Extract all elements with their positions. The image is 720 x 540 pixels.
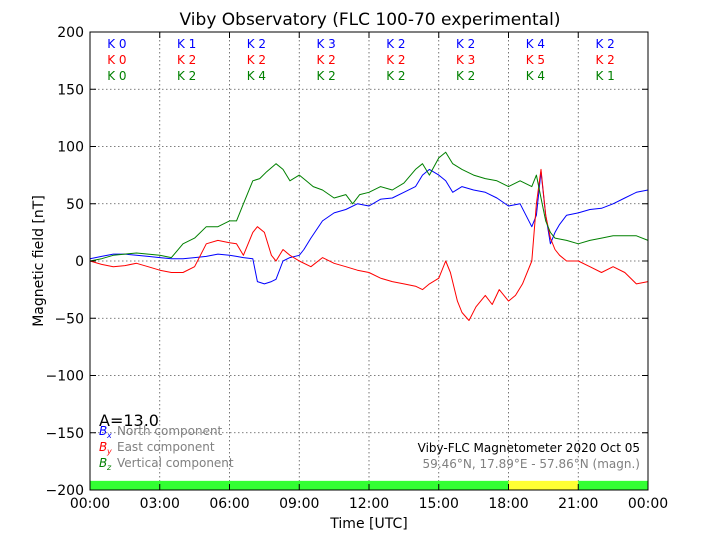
y-tick-label: 0 — [75, 254, 84, 270]
activity-segment — [508, 480, 579, 490]
series-lines — [89, 151, 649, 321]
y-tick-label: −100 — [46, 369, 84, 385]
k-index-value: K 2 — [316, 53, 335, 67]
k-index-value: K 3 — [316, 37, 335, 51]
k-index-value: K 0 — [107, 37, 126, 51]
series-line-x — [89, 168, 649, 285]
legend-symbol: B — [99, 456, 107, 470]
legend-subscript: y — [106, 447, 112, 456]
k-index-value: K 4 — [247, 69, 266, 83]
k-index-table: K 0 K 1 K 2 K 3 K 2 K 2 K 4 K 2 K 0 K 2 K 2 K 2 K 2 K… — [107, 37, 615, 83]
k-index-value: K 1 — [177, 37, 196, 51]
k-index-value: K 2 — [595, 37, 614, 51]
grid-lines — [90, 32, 648, 490]
y-tick-label: −150 — [46, 426, 84, 442]
legend-subscript: z — [106, 463, 112, 472]
k-index-value: K 0 — [107, 69, 126, 83]
k-index-value: K 2 — [247, 53, 266, 67]
k-index-value: K 3 — [456, 53, 475, 67]
y-tick-label: 200 — [57, 25, 84, 41]
series-line-y — [89, 168, 649, 321]
magnetometer-label: Viby-FLC Magnetometer 2020 Oct 05 — [418, 441, 640, 455]
x-tick-label: 21:00 — [558, 496, 598, 512]
x-tick-label: 09:00 — [279, 496, 319, 512]
y-tick-label: 100 — [57, 140, 84, 156]
axis-ticks: 00:00 03:00 06:00 09:00 12:00 15:00 18:00 21:00… — [46, 25, 669, 512]
chart-title: Viby Observatory (FLC 100-70 experimenta… — [180, 10, 561, 30]
k-index-value: K 2 — [247, 37, 266, 51]
x-tick-label: 18:00 — [488, 496, 528, 512]
k-index-value: K 2 — [456, 69, 475, 83]
series-line-z — [89, 151, 649, 262]
k-index-value: K 1 — [595, 69, 614, 83]
k-index-value: K 2 — [177, 69, 196, 83]
legend-label: North component — [117, 424, 223, 438]
y-tick-label: 50 — [66, 197, 84, 213]
coordinates-label: 59.46°N, 17.89°E - 57.86°N (magn.) — [423, 457, 640, 471]
y-axis-label: Magnetic field [nT] — [31, 195, 47, 327]
k-index-value: K 0 — [107, 53, 126, 67]
legend-label: East component — [117, 440, 215, 454]
k-index-value: K 2 — [386, 37, 405, 51]
x-tick-label: 00:00 — [628, 496, 668, 512]
x-tick-label: 00:00 — [70, 496, 110, 512]
legend-label: Vertical component — [117, 456, 234, 470]
x-tick-label: 06:00 — [209, 496, 249, 512]
k-index-value: K 2 — [386, 53, 405, 67]
x-tick-label: 15:00 — [419, 496, 459, 512]
y-tick-label: 150 — [57, 82, 84, 98]
y-tick-label: −50 — [54, 311, 84, 327]
x-axis-label: Time [UTC] — [329, 516, 407, 532]
k-index-value: K 2 — [177, 53, 196, 67]
x-tick-label: 03:00 — [140, 496, 180, 512]
activity-segment — [578, 480, 648, 490]
k-index-value: K 2 — [316, 69, 335, 83]
k-index-value: K 4 — [526, 69, 545, 83]
y-tick-label: −200 — [46, 483, 84, 499]
k-index-value: K 2 — [456, 37, 475, 51]
legend-symbol: B — [99, 424, 107, 438]
a-index-label: A=13.0 — [99, 411, 159, 430]
k-index-value: K 2 — [595, 53, 614, 67]
k-index-value: K 5 — [526, 53, 545, 67]
x-tick-label: 12:00 — [349, 496, 389, 512]
legend-subscript: x — [106, 431, 112, 440]
legend-symbol: B — [99, 440, 107, 454]
k-index-value: K 4 — [526, 37, 545, 51]
k-index-value: K 2 — [386, 69, 405, 83]
